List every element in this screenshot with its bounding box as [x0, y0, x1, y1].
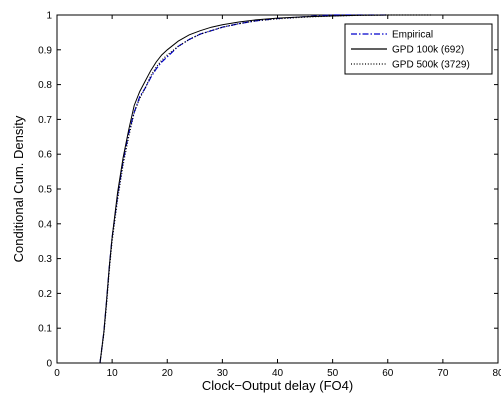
x-tick-label: 0: [54, 368, 60, 379]
x-tick-label: 70: [437, 368, 449, 379]
y-tick-label: 0.7: [38, 115, 52, 126]
y-tick-label: 0.5: [38, 185, 52, 196]
x-tick-label: 80: [492, 368, 501, 379]
x-tick-label: 40: [272, 368, 284, 379]
legend: Empirical GPD 100k (692) GPD 500k (3729): [344, 23, 493, 75]
y-tick-label: 0: [46, 359, 52, 370]
series-lines: [99, 14, 432, 364]
legend-label-1: GPD 100k (692): [392, 45, 464, 56]
y-tick-label: 0.9: [38, 45, 52, 56]
x-tick-label: 10: [107, 368, 119, 379]
x-tick-label: 30: [217, 368, 229, 379]
legend-label-0: Empirical: [392, 30, 433, 41]
y-axis-ticks: 0 0.1 0.2 0.3 0.4 0.5 0.6 0.7 0.8 0.9 1: [38, 11, 498, 370]
y-axis-label: Conditional Cum. Density: [11, 115, 26, 262]
x-tick-label: 60: [382, 368, 394, 379]
x-axis-label: Clock−Output delay (FO4): [202, 378, 353, 393]
y-tick-label: 0.2: [38, 289, 52, 300]
series-line-1: [99, 14, 405, 364]
x-tick-label: 20: [162, 368, 174, 379]
y-tick-label: 0.4: [38, 219, 52, 230]
legend-label-2: GPD 500k (3729): [392, 60, 470, 71]
y-tick-label: 0.8: [38, 80, 52, 91]
y-tick-label: 0.1: [38, 324, 52, 335]
y-tick-label: 1: [46, 11, 52, 22]
y-tick-label: 0.6: [38, 150, 52, 161]
x-axis-ticks: 0 10 20 30 40 50 60 70 80: [54, 15, 501, 379]
series-line-2: [99, 14, 432, 364]
y-tick-label: 0.3: [38, 254, 52, 265]
x-tick-label: 50: [327, 368, 339, 379]
